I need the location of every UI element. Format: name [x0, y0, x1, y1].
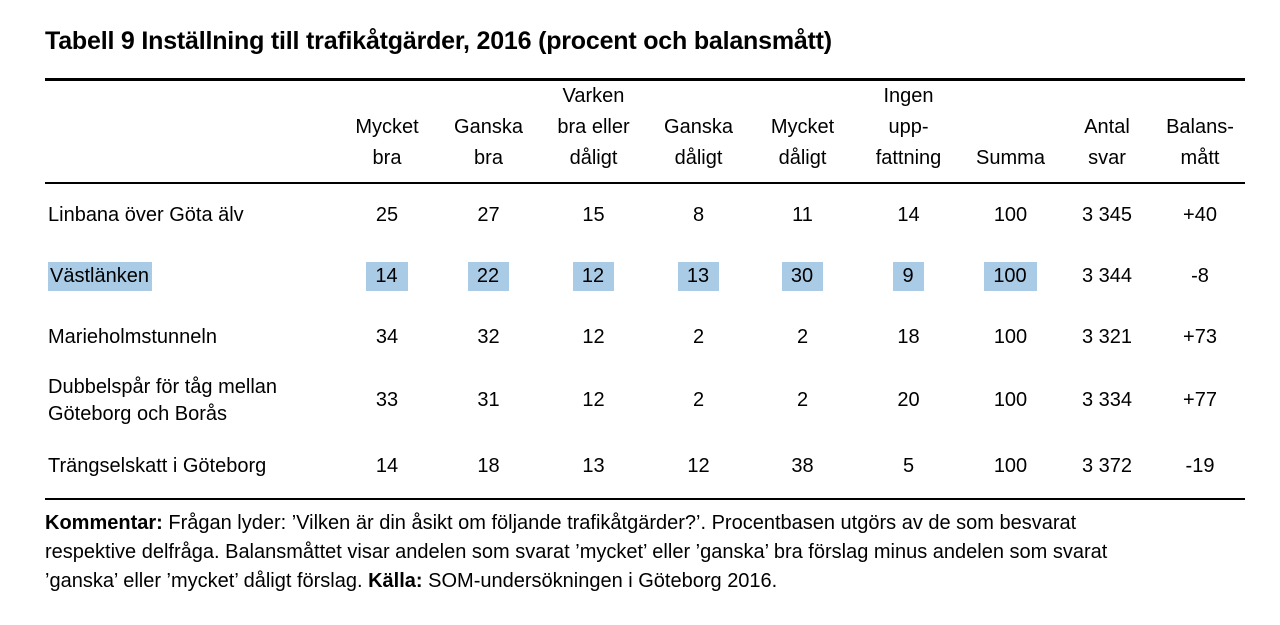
cell: 38 — [791, 454, 814, 477]
table-row-trangselskatt: Trängselskatt i Göteborg 14 18 13 12 38 … — [45, 434, 1245, 499]
source-label: Källa: — [368, 570, 423, 592]
row-label: Västlänken — [45, 246, 337, 307]
selected-cell-text: 14 — [366, 262, 408, 291]
cell: 100 — [993, 203, 1028, 226]
selected-cell-text: 9 — [893, 262, 924, 291]
cell: 12 — [540, 246, 647, 307]
comment-label: Kommentar: — [45, 512, 163, 534]
cell: 14 — [337, 246, 437, 307]
row-label-text: Linbana över Göta älv — [48, 203, 244, 226]
cell: +40 — [1183, 203, 1217, 226]
column-header-mycket-daligt: Mycket dåligt — [770, 116, 835, 169]
cell: -8 — [1191, 265, 1209, 287]
cell: 11 — [792, 203, 813, 226]
cell: 12 — [687, 454, 710, 477]
cell: 12 — [582, 325, 605, 348]
cell: 30 — [750, 246, 855, 307]
cell: 25 — [375, 203, 399, 226]
traffic-attitudes-table: Mycket bra Ganska bra Varken bra eller d… — [45, 78, 1245, 500]
column-header-mycket-bra: Mycket bra — [355, 116, 419, 169]
cell: 13 — [647, 246, 750, 307]
cell: 3 334 — [1081, 389, 1133, 411]
table-row-vastlanken: Västlänken 14 22 12 13 30 9 100 3 344 -8 — [45, 246, 1245, 307]
column-header-empty — [45, 80, 337, 184]
selected-row-label-text: Västlänken — [48, 262, 152, 291]
cell: +73 — [1183, 325, 1217, 348]
column-header-ingen-uppfattning: Ingen upp- fattning — [875, 85, 942, 169]
row-label: Marieholmstunneln — [45, 307, 337, 367]
selected-cell-text: 30 — [781, 262, 824, 291]
cell: 13 — [582, 454, 605, 477]
cell: 12 — [582, 389, 605, 411]
cell: 100 — [993, 325, 1028, 348]
comment-line-2: respektive delfråga. Balansmåttet visar … — [45, 538, 1255, 567]
cell: 2 — [796, 325, 809, 348]
cell: 14 — [375, 454, 399, 477]
cell: 32 — [477, 325, 500, 348]
row-label: Dubbelspår för tåg mellan Göteborg och B… — [45, 367, 337, 434]
column-header-antal-svar: Antal svar — [1084, 116, 1130, 169]
cell: 100 — [993, 389, 1028, 411]
cell: 3 372 — [1081, 454, 1133, 477]
comment-block: Kommentar: Frågan lyder: ’Vilken är din … — [45, 509, 1255, 596]
header-row: Mycket bra Ganska bra Varken bra eller d… — [45, 80, 1245, 184]
table-row-marieholmstunneln: Marieholmstunneln 34 32 12 2 2 18 100 3 … — [45, 307, 1245, 367]
cell: 20 — [897, 389, 920, 411]
cell: 3 321 — [1081, 325, 1133, 348]
table-row-dubbelspar: Dubbelspår för tåg mellan Göteborg och B… — [45, 367, 1245, 434]
cell: 31 — [477, 389, 500, 411]
selected-cell-text: 22 — [467, 262, 510, 291]
column-header-balansmatt: Balans- mått — [1166, 116, 1234, 169]
source-text: SOM-undersökningen i Göteborg 2016. — [422, 570, 778, 592]
cell: 100 — [962, 246, 1059, 307]
cell: 33 — [375, 389, 399, 411]
cell: 34 — [375, 325, 399, 348]
cell: 8 — [692, 203, 705, 226]
comment-line-1: Kommentar: Frågan lyder: ’Vilken är din … — [45, 509, 1255, 538]
row-label-text: Dubbelspår för tåg mellan Göteborg och B… — [48, 375, 278, 425]
cell: 3 344 — [1081, 265, 1133, 287]
selected-cell-text: 100 — [984, 262, 1037, 291]
cell: 2 — [692, 325, 705, 348]
column-header-varken-bra-eller-daligt: Varken bra eller dåligt — [557, 85, 630, 169]
selected-cell-text: 13 — [677, 262, 720, 291]
table-header: Mycket bra Ganska bra Varken bra eller d… — [45, 80, 1245, 184]
row-label: Linbana över Göta älv — [45, 183, 337, 246]
row-label-text: Marieholmstunneln — [48, 325, 217, 348]
column-header-ganska-bra: Ganska bra — [454, 116, 523, 169]
cell: 15 — [582, 203, 605, 226]
column-header-summa: Summa — [976, 147, 1045, 169]
cell: 2 — [796, 389, 809, 411]
comment-text: ’ganska’ eller ’mycket’ dåligt förslag. — [45, 570, 369, 592]
cell: 100 — [993, 454, 1028, 477]
comment-text: respektive delfråga. Balansmåttet visar … — [45, 541, 1108, 563]
cell: 22 — [437, 246, 540, 307]
cell: -19 — [1185, 454, 1215, 477]
cell: 27 — [477, 203, 500, 226]
selected-cell-text: 12 — [572, 262, 615, 291]
table-body: Linbana över Göta älv 25 27 15 8 11 14 1… — [45, 183, 1245, 499]
comment-line-3: ’ganska’ eller ’mycket’ dåligt förslag. … — [45, 567, 1255, 596]
row-label: Trängselskatt i Göteborg — [45, 434, 337, 499]
cell: 9 — [855, 246, 962, 307]
cell: +77 — [1183, 389, 1217, 411]
table-title: Tabell 9 Inställning till trafikåtgärder… — [45, 27, 832, 55]
comment-text: Frågan lyder: ’Vilken är din åsikt om fö… — [162, 512, 1077, 534]
cell: 2 — [692, 389, 705, 411]
row-label-text: Trängselskatt i Göteborg — [48, 454, 267, 477]
table-row-linbana: Linbana över Göta älv 25 27 15 8 11 14 1… — [45, 183, 1245, 246]
cell: 3 345 — [1081, 203, 1133, 226]
column-header-ganska-daligt: Ganska dåligt — [664, 116, 733, 169]
cell: 18 — [897, 325, 920, 348]
cell: 18 — [477, 454, 500, 477]
cell: 14 — [897, 203, 920, 226]
cell: 5 — [902, 454, 915, 477]
